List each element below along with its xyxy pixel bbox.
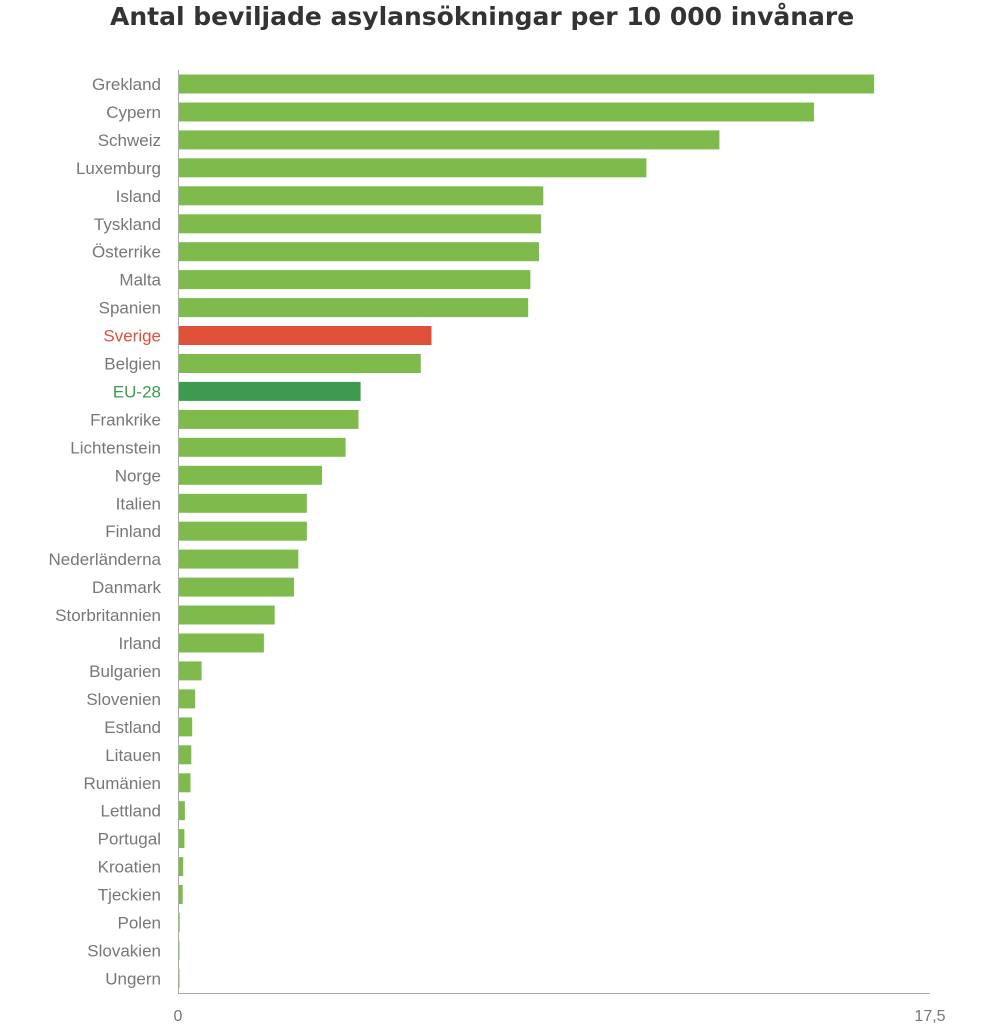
- category-label-tyskland: Tyskland: [94, 215, 161, 234]
- bar-italien: [178, 493, 307, 513]
- bar-slovenien: [178, 689, 196, 709]
- category-label-nederl-nderna: Nederländerna: [49, 550, 162, 569]
- category-label-sterrike: Österrike: [92, 243, 161, 262]
- bar-bulgarien: [178, 661, 202, 681]
- category-label-norge: Norge: [115, 466, 161, 485]
- bar-storbritannien: [178, 605, 275, 625]
- category-label-lichtenstein: Lichtenstein: [70, 438, 161, 457]
- category-label-spanien: Spanien: [99, 299, 161, 318]
- bar-tyskland: [178, 214, 542, 234]
- category-label-malta: Malta: [119, 271, 161, 290]
- category-label-luxemburg: Luxemburg: [76, 159, 161, 178]
- category-label-polen: Polen: [118, 914, 161, 933]
- category-label-eu-28: EU-28: [113, 382, 161, 401]
- category-label-belgien: Belgien: [104, 355, 161, 374]
- bar-portugal: [178, 829, 185, 849]
- bar-kroatien: [178, 857, 184, 877]
- bar-sverige: [178, 326, 432, 345]
- bar-nederl-nderna: [178, 549, 299, 569]
- category-label-island: Island: [116, 187, 161, 206]
- category-label-sverige: Sverige: [103, 327, 161, 346]
- category-label-lettland: Lettland: [101, 802, 162, 821]
- bar-luxemburg: [178, 158, 647, 178]
- category-label-bulgarien: Bulgarien: [89, 662, 161, 681]
- bar-grekland: [178, 74, 875, 94]
- category-label-italien: Italien: [116, 494, 161, 513]
- bar-belgien: [178, 354, 421, 373]
- category-label-slovakien: Slovakien: [87, 941, 161, 960]
- bar-lichtenstein: [178, 437, 346, 457]
- category-labels: Grekland Cypern Schweiz Luxemburg Island Tysk…: [49, 75, 162, 988]
- bars-layer: [178, 74, 875, 988]
- category-label-storbritannien: Storbritannien: [55, 606, 161, 625]
- category-label-slovenien: Slovenien: [86, 690, 161, 709]
- bar-estland: [178, 717, 193, 737]
- category-label-ungern: Ungern: [105, 969, 161, 988]
- category-label-finland: Finland: [105, 522, 161, 541]
- category-label-cypern: Cypern: [106, 103, 161, 122]
- bar-irland: [178, 633, 264, 653]
- bar-spanien: [178, 298, 529, 318]
- bar-eu-28: [178, 381, 361, 401]
- bar-tjeckien: [178, 885, 183, 904]
- bar-finland: [178, 521, 307, 541]
- bar-cypern: [178, 102, 814, 122]
- bar-norge: [178, 465, 322, 485]
- x-tick-label-min: 0: [174, 1008, 183, 1024]
- category-label-portugal: Portugal: [98, 830, 161, 849]
- chart-title: Antal beviljade asylansökningar per 10 0…: [110, 2, 855, 31]
- bar-schweiz: [178, 130, 720, 150]
- bar-litauen: [178, 745, 192, 765]
- category-label-danmark: Danmark: [92, 578, 161, 597]
- bar-malta: [178, 270, 531, 290]
- category-label-schweiz: Schweiz: [98, 131, 161, 150]
- bar-rum-nien: [178, 773, 191, 793]
- category-label-irland: Irland: [118, 634, 161, 653]
- bar-frankrike: [178, 409, 359, 429]
- bar-island: [178, 186, 544, 206]
- bar-sterrike: [178, 242, 539, 262]
- category-label-frankrike: Frankrike: [90, 410, 161, 429]
- x-tick-label-max: 17,5: [914, 1008, 945, 1024]
- category-label-tjeckien: Tjeckien: [98, 886, 161, 905]
- bar-lettland: [178, 801, 185, 821]
- category-label-grekland: Grekland: [92, 75, 161, 94]
- category-label-rum-nien: Rumänien: [84, 774, 162, 793]
- category-label-estland: Estland: [104, 718, 161, 737]
- category-label-litauen: Litauen: [105, 746, 161, 765]
- bar-danmark: [178, 577, 294, 597]
- category-label-kroatien: Kroatien: [98, 858, 161, 877]
